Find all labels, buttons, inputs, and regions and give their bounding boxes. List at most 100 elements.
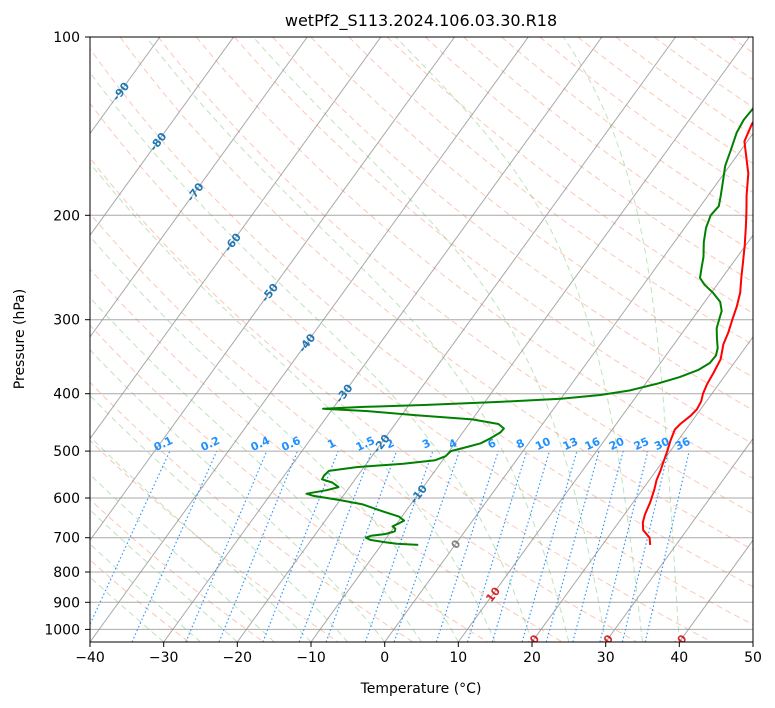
moist-adiabat xyxy=(90,473,275,642)
sounding-profiles xyxy=(305,106,753,546)
y-tick-label: 100 xyxy=(53,30,80,46)
isotherm-line xyxy=(531,336,753,642)
mixing-ratio-line xyxy=(325,450,398,642)
y-tick-label: 500 xyxy=(53,444,80,460)
isotherm-line xyxy=(457,234,753,642)
dry-adiabat xyxy=(234,37,753,445)
dry-adiabat xyxy=(653,37,753,108)
dry-adiabat xyxy=(692,37,753,81)
mixing-ratio-label: 13 xyxy=(561,435,580,453)
moist-adiabat xyxy=(90,296,422,642)
mixing-ratio-line xyxy=(185,450,268,642)
mixing-ratio-line xyxy=(218,450,299,642)
moist-adiabat xyxy=(90,509,238,642)
mixing-ratio-line xyxy=(90,450,171,626)
isotherm-label: 30 xyxy=(596,632,616,652)
dewpoint-profile xyxy=(305,106,753,546)
dry-adiabat xyxy=(424,37,753,283)
dry-adiabat xyxy=(539,37,753,194)
mixing-ratio-label: 10 xyxy=(533,435,553,453)
dry-adiabat xyxy=(90,102,753,626)
x-axis-label: Temperature (°C) xyxy=(360,681,482,697)
mixing-ratio-label: 30 xyxy=(652,435,672,453)
moist-adiabat xyxy=(562,37,680,642)
isotherm-line xyxy=(310,37,750,642)
dry-adiabat xyxy=(119,37,753,551)
background-labels: 0.1 0.2 0.4 0.6 1 1.5 2 3 4 6 8 10 13 16 20 25 30 36-100-… xyxy=(90,37,693,652)
isotherm-label: -30 xyxy=(333,381,356,405)
y-tick-label: 600 xyxy=(53,491,80,507)
isotherm-line xyxy=(90,37,456,542)
dry-adiabat xyxy=(90,47,753,588)
moist-adiabat xyxy=(90,576,165,642)
isotherm-label: -80 xyxy=(147,130,170,154)
mixing-ratio-line xyxy=(435,450,499,642)
isotherm-line xyxy=(752,641,753,642)
dry-adiabat xyxy=(310,37,753,378)
moist-adiabat xyxy=(90,543,201,642)
mixing-ratio-label: 3 xyxy=(420,436,432,451)
isotherm-line xyxy=(384,132,753,642)
y-axis-ticks: 100 200 300 400 500 600 700 800 900 1000 xyxy=(44,30,90,638)
dry-adiabat xyxy=(386,37,753,314)
dry-adiabat xyxy=(463,37,753,253)
dry-adiabat xyxy=(501,37,753,223)
moist-adiabat xyxy=(90,349,386,642)
isotherm-label: -50 xyxy=(259,281,282,305)
y-tick-label: 400 xyxy=(53,387,80,403)
mixing-ratio-line xyxy=(393,450,460,642)
dry-adiabat xyxy=(90,324,488,642)
mixing-ratio-label: 1 xyxy=(325,436,337,451)
dry-adiabat xyxy=(90,498,264,642)
isotherm-label: -60 xyxy=(221,230,244,254)
dry-adiabat xyxy=(90,212,638,642)
moist-adiabat xyxy=(395,37,643,642)
isotherm-label: -40 xyxy=(296,331,319,355)
isotherm-line xyxy=(605,437,753,642)
x-tick-label: 10 xyxy=(449,650,467,666)
mixing-ratio-line xyxy=(364,450,434,642)
x-tick-label: 20 xyxy=(523,650,541,666)
isotherm-label: -10 xyxy=(408,482,431,506)
isotherm-label: 10 xyxy=(483,584,503,604)
dry-adiabat xyxy=(90,268,563,642)
isotherm-line xyxy=(90,37,382,440)
mixing-ratio-label: 36 xyxy=(673,435,693,453)
dry-adiabat xyxy=(157,37,753,515)
dry-adiabat xyxy=(90,381,414,642)
moist-adiabat xyxy=(90,394,349,642)
y-tick-label: 700 xyxy=(53,531,80,547)
mixing-ratio-line xyxy=(466,450,528,642)
isotherm-line xyxy=(90,37,235,237)
moist-adiabat xyxy=(252,37,607,642)
mixing-ratio-line xyxy=(572,450,624,642)
mixing-ratio-line xyxy=(131,450,218,642)
x-tick-label: 40 xyxy=(670,650,688,666)
dry-adiabat xyxy=(272,37,753,411)
dry-adiabat xyxy=(90,439,339,642)
mixing-ratio-line xyxy=(521,450,578,642)
x-tick-label: 0 xyxy=(380,650,389,666)
mixing-ratio-label: 25 xyxy=(632,435,651,453)
mixing-ratio-line xyxy=(545,450,600,642)
mixing-ratio-line xyxy=(491,450,551,642)
isotherm-line xyxy=(163,37,603,642)
y-axis-label: Pressure (hPa) xyxy=(12,289,28,389)
isotherm-line xyxy=(90,37,529,642)
isotherm-line xyxy=(236,37,677,642)
isotherm-label: 0 xyxy=(449,537,464,551)
x-tick-label: −30 xyxy=(149,650,179,666)
isotherm-label: -20 xyxy=(370,432,393,456)
plot-frame xyxy=(89,36,754,643)
x-tick-label: 30 xyxy=(597,650,615,666)
y-tick-label: 1000 xyxy=(44,622,80,638)
isotherm-label: -70 xyxy=(184,180,207,204)
mixing-ratio-line xyxy=(599,450,649,642)
isotherm-label: 40 xyxy=(670,632,690,652)
dry-adiabat xyxy=(90,157,712,642)
y-tick-label: 300 xyxy=(53,313,80,329)
dry-adiabat xyxy=(348,37,753,346)
mixing-ratio-label: 16 xyxy=(583,435,603,453)
mixing-ratio-label: 20 xyxy=(607,435,627,453)
